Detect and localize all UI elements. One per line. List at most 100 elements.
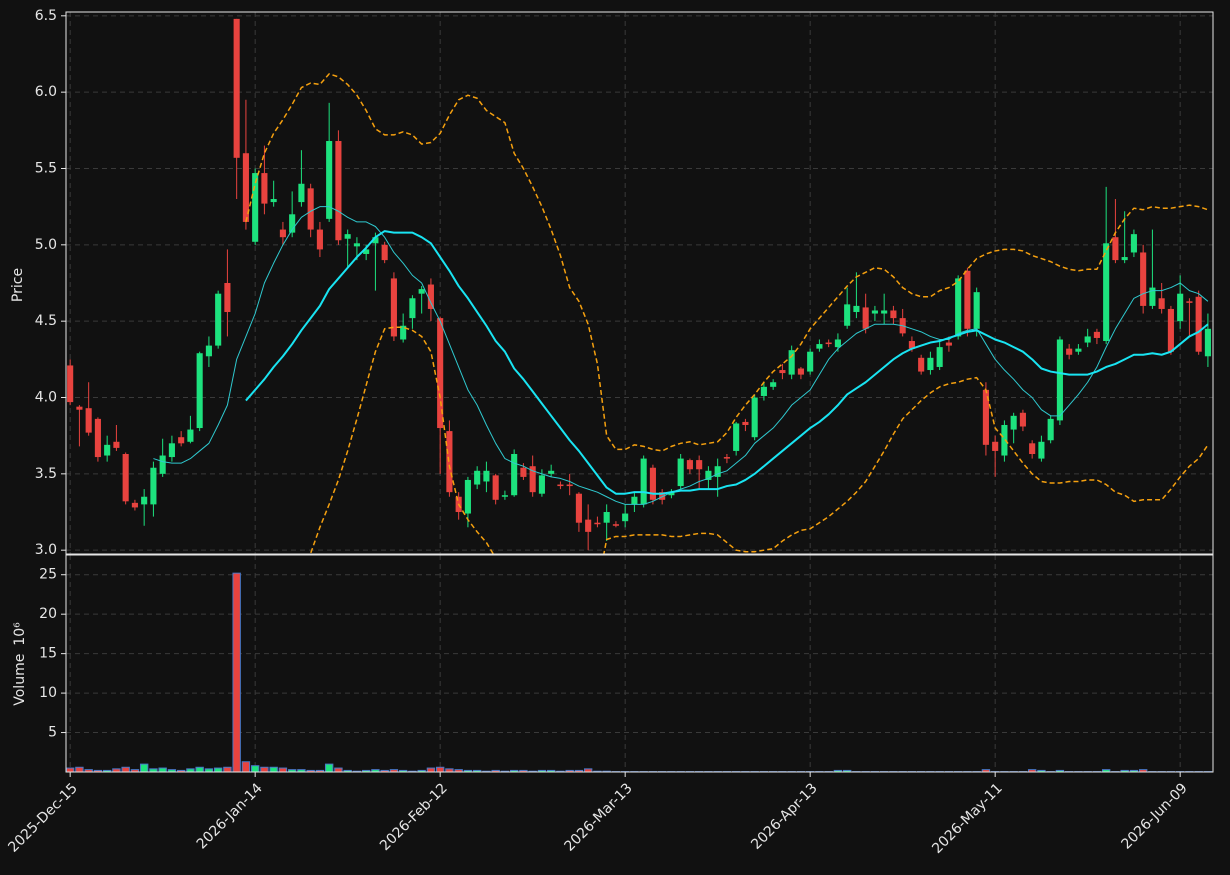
candle-body [760, 386, 767, 396]
candle-body [511, 453, 518, 496]
volume-bar [121, 766, 130, 772]
candle-body [1010, 415, 1017, 430]
candle-body [1167, 308, 1174, 352]
indicator-line [153, 206, 1209, 505]
candle-body [705, 470, 712, 480]
volume-bar [75, 766, 84, 772]
volume-bar [213, 767, 223, 772]
candle-body [557, 484, 564, 487]
candle-body [279, 229, 286, 238]
candle-body [982, 389, 989, 445]
volume-bar [260, 766, 269, 772]
candle-body [1066, 348, 1073, 355]
candle-body [751, 397, 758, 438]
candle-body [585, 519, 592, 532]
candle-body [807, 351, 814, 372]
candle-body [1056, 339, 1063, 421]
candle-body [973, 292, 980, 329]
candle-body [871, 310, 878, 314]
volume-bar [1101, 769, 1111, 772]
candle-body [492, 475, 499, 500]
candle-body [270, 199, 277, 203]
candle-body [224, 283, 231, 313]
candle-body [723, 457, 730, 459]
candle-body [141, 496, 148, 505]
candle-body [890, 310, 897, 319]
candle-body [538, 475, 545, 494]
indicator-line [245, 73, 1209, 452]
candle-body [686, 460, 693, 470]
volume-bar [297, 769, 306, 772]
volume-bar [130, 769, 140, 772]
candle-body [1195, 296, 1202, 352]
volume-bar [223, 766, 232, 772]
y-tick-label: 10 [39, 685, 57, 701]
price-plot [67, 18, 1211, 554]
y-tick-label: 4.5 [35, 313, 57, 329]
candle-body [1084, 336, 1091, 343]
candle-body [307, 188, 314, 230]
candle-body [696, 460, 703, 470]
candle-body [529, 466, 536, 493]
candle-body [1093, 331, 1100, 338]
candle-body [159, 455, 166, 474]
candle-body [85, 408, 92, 433]
volume-bar [269, 766, 278, 772]
candle-body [76, 406, 83, 410]
candle-body [834, 339, 841, 348]
candle-body [390, 278, 397, 337]
candle-body [1047, 418, 1054, 441]
candle-body [187, 429, 194, 442]
candle-body [964, 270, 971, 329]
candle-body [612, 524, 619, 526]
candle-body [779, 370, 786, 374]
volume-bar [158, 767, 167, 772]
candle-body [1140, 252, 1147, 306]
candle-body [501, 495, 508, 497]
candle-body [742, 421, 749, 425]
indicator-line [245, 230, 1209, 495]
volume-bar [371, 769, 380, 772]
candle-body [168, 443, 175, 458]
volume-label-multiplier: 10⁶ [12, 622, 28, 646]
volume-bar [195, 766, 204, 772]
candle-body [178, 437, 185, 444]
volume-bar [278, 767, 288, 772]
volume-bar [1138, 769, 1148, 772]
candle-body [862, 307, 869, 329]
candle-body [418, 289, 425, 294]
candle-body [955, 278, 962, 337]
candle-body [603, 512, 610, 523]
candle-body [261, 173, 268, 204]
candle-body [289, 214, 296, 233]
candle-body [575, 493, 582, 523]
y-tick-label: 4.0 [35, 390, 57, 406]
candle-body [205, 345, 212, 357]
candle-body [409, 298, 416, 319]
y-tick-label: 5.0 [35, 237, 57, 253]
candle-body [714, 466, 721, 477]
candle-body [1130, 234, 1137, 253]
volume-axis-label: Volume 10⁶ [12, 622, 28, 706]
candle-body [474, 470, 481, 485]
volume-frame [65, 554, 1214, 773]
candle-body [825, 342, 832, 345]
candle-body [150, 467, 157, 505]
candle-body [326, 141, 333, 219]
candle-body [1019, 412, 1026, 427]
volume-bar [1027, 769, 1037, 772]
candle-body [548, 470, 555, 474]
volume-bar [250, 765, 260, 772]
candle-body [520, 467, 527, 477]
volume-bar [454, 769, 463, 772]
candle-body [594, 522, 601, 525]
candle-body [233, 18, 240, 158]
candle-body [668, 492, 675, 496]
candle-body [945, 342, 952, 346]
candle-body [936, 347, 943, 367]
candle-body [363, 249, 370, 254]
candle-body [1112, 237, 1119, 261]
y-tick-label: 5 [48, 725, 57, 741]
